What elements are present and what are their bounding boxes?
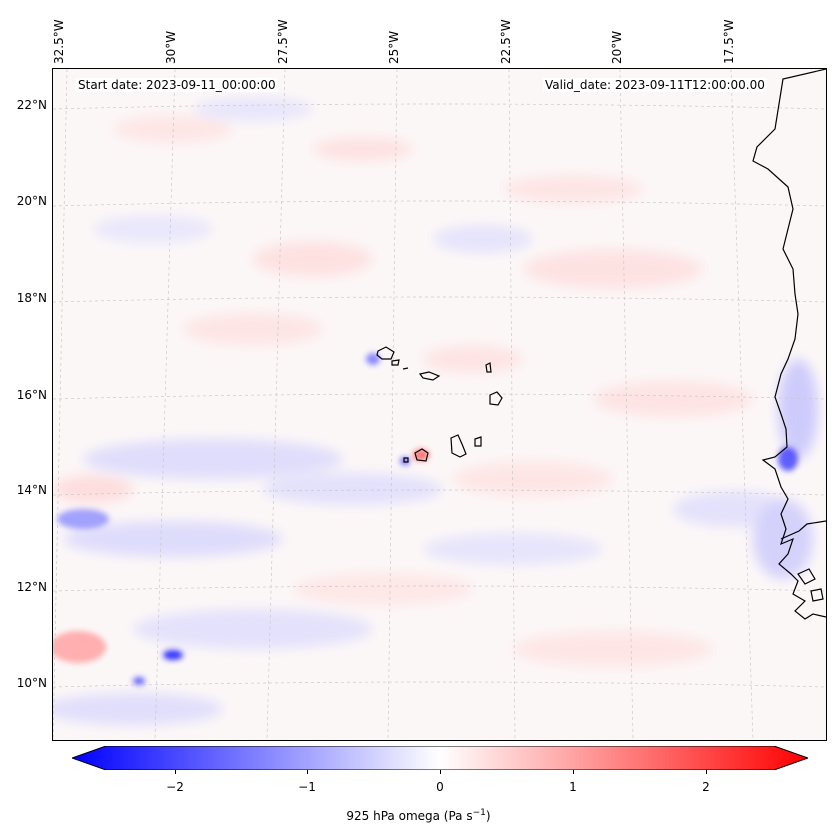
lon-label-20w: 20°W [610,30,624,64]
map-panel [52,68,827,741]
colorbar-tick-0: 0 [436,780,444,794]
bissagos-islands [797,568,824,602]
africa-coastline [752,69,826,620]
colorbar-tick-1: 1 [569,780,577,794]
colorbar-tickmark-2 [706,770,707,774]
colorbar-tick-2: 2 [702,780,710,794]
colorbar-tickmark-1 [573,770,574,774]
lat-label-18n: 18°N [16,291,47,305]
lon-label-27.5w: 27.5°W [276,19,290,64]
colorbar-variable: 925 hPa omega [346,809,440,823]
colorbar-units: Pa s [448,809,473,823]
colorbar-label: 925 hPa omega (Pa s−1) [346,808,491,823]
lon-label-30w: 30°W [164,30,178,64]
colorbar-units-exponent: −1 [472,808,486,818]
colorbar-tick-m1: −1 [298,780,316,794]
lat-label-20n: 20°N [16,194,47,208]
lon-label-25w: 25°W [387,30,401,64]
lat-label-12n: 12°N [16,580,47,594]
valid-date-label: Valid_date: 2023-09-11T12:00:00.00 [543,78,767,92]
omega-field-map [53,69,826,740]
colorbar-tick-m2: −2 [166,780,184,794]
colorbar-tickmark-0 [440,770,441,774]
lat-label-14n: 14°N [16,483,47,497]
colorbar-tickmark-m2 [175,770,176,774]
lat-label-10n: 10°N [16,676,47,690]
strong-omega-features [53,353,798,685]
negative-omega-patches [53,97,818,725]
lat-label-22n: 22°N [16,98,47,112]
start-date-label: Start date: 2023-09-11_00:00:00 [76,78,278,92]
graticule [53,69,826,740]
colorbar-svg [70,745,810,771]
colorbar-gradient [70,745,810,771]
lon-label-22.5w: 22.5°W [499,19,513,64]
lon-label-17.5w: 17.5°W [722,19,736,64]
lat-label-16n: 16°N [16,388,47,402]
colorbar [70,745,810,771]
colorbar-tickmark-m1 [307,770,308,774]
positive-omega-patches [53,115,753,667]
lon-label-32.5w: 32.5°W [52,19,66,64]
gambia-river-coast [780,520,826,540]
cape-verde-islands [376,346,503,463]
